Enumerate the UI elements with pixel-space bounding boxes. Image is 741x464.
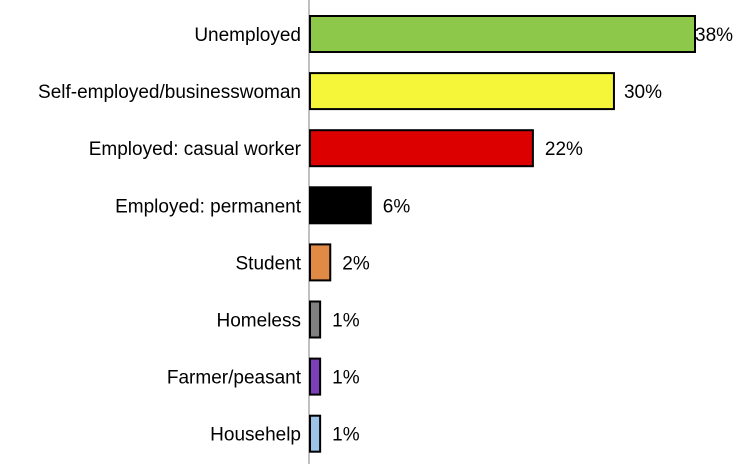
- value-label-2: 22%: [545, 139, 583, 160]
- bar-6: [309, 357, 322, 396]
- value-label-1: 30%: [624, 82, 662, 103]
- value-label-3: 6%: [383, 196, 411, 217]
- category-label-6: Farmer/peasant: [167, 368, 302, 389]
- bar-4: [309, 243, 332, 282]
- value-label-7: 1%: [332, 425, 360, 446]
- category-labels-group: Unemployed Self-employed/businesswoman Emp…: [38, 25, 302, 446]
- bar-2: [309, 129, 534, 168]
- bar-3: [309, 186, 372, 225]
- bar-5: [309, 300, 322, 339]
- value-label-4: 2%: [342, 253, 370, 274]
- category-label-1: Self-employed/businesswoman: [38, 82, 301, 103]
- category-label-4: Student: [236, 253, 302, 274]
- category-label-5: Homeless: [217, 311, 301, 332]
- category-label-2: Employed: casual worker: [89, 139, 302, 160]
- bars-group: [309, 15, 696, 453]
- value-labels-group: 38% 30% 22% 6% 2% 1% 1% 1%: [332, 25, 733, 446]
- value-label-6: 1%: [332, 368, 360, 389]
- bar-1: [309, 72, 615, 111]
- category-label-3: Employed: permanent: [115, 196, 302, 217]
- bar-0: [309, 15, 696, 53]
- value-label-0: 38%: [695, 25, 733, 46]
- value-label-5: 1%: [332, 311, 360, 332]
- category-label-0: Unemployed: [194, 25, 301, 46]
- bar-7: [309, 414, 322, 453]
- category-label-7: Househelp: [210, 425, 301, 446]
